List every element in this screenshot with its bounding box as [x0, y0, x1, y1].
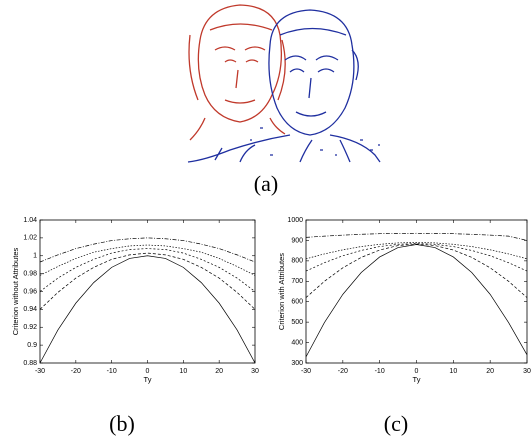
- x-tick-label: -20: [71, 368, 81, 375]
- blue-body: [187, 134, 381, 163]
- x-tick-label: 0: [415, 368, 419, 375]
- red-outline: [197, 4, 283, 123]
- series-line: [305, 232, 528, 241]
- red-edges: [188, 34, 286, 101]
- x-tick-label: -30: [301, 368, 311, 375]
- blue-face: [187, 9, 381, 163]
- x-tick-label: 0: [146, 368, 150, 375]
- x-tick-label: 20: [215, 368, 223, 375]
- x-tick-label: 30: [523, 368, 531, 375]
- x-tick-label: -10: [107, 368, 117, 375]
- series-line: [39, 248, 256, 292]
- y-tick-label: 0.96: [23, 288, 37, 295]
- x-axis-label: Ty: [413, 375, 421, 384]
- series-line: [305, 242, 528, 260]
- y-tick-label: 0.88: [23, 360, 37, 367]
- y-tick-label: 400: [291, 339, 303, 346]
- series-line: [305, 243, 528, 272]
- x-tick-label: 30: [251, 368, 259, 375]
- blue-specks: [250, 127, 380, 156]
- x-tick-label: 20: [486, 368, 494, 375]
- y-tick-label: 0.98: [23, 270, 37, 277]
- caption: (a): [254, 171, 278, 196]
- x-axis-label: Ty: [144, 375, 152, 384]
- x-tick-label: 10: [449, 368, 457, 375]
- plot-frame: [39, 219, 256, 364]
- y-tick-label: 700: [291, 278, 303, 285]
- y-axis-label: Criterion with Attributes: [277, 253, 286, 330]
- red-face: [188, 4, 286, 141]
- red-neck: [189, 117, 286, 141]
- plot-frame: [305, 219, 528, 364]
- x-tick-label: -30: [35, 368, 45, 375]
- y-tick-label: 1.02: [23, 235, 37, 242]
- blue-outline: [268, 9, 355, 136]
- y-tick-label: 1000: [287, 217, 303, 224]
- red-features: [209, 23, 273, 104]
- y-tick-label: 0.9: [27, 342, 37, 349]
- caption: (b): [109, 411, 135, 436]
- series-line: [39, 255, 256, 364]
- caption: (c): [384, 411, 408, 436]
- edge-image: [187, 4, 381, 163]
- x-tick-label: -10: [375, 368, 385, 375]
- series-line: [305, 243, 528, 298]
- x-tick-label: 10: [179, 368, 187, 375]
- y-tick-label: 300: [291, 360, 303, 367]
- blue-features: [279, 27, 359, 117]
- y-tick-label: 800: [291, 258, 303, 265]
- y-tick-label: 500: [291, 319, 303, 326]
- y-tick-label: 0.94: [23, 306, 37, 313]
- y-tick-label: 1.04: [23, 217, 37, 224]
- series-line: [39, 244, 256, 276]
- y-tick-label: 900: [291, 237, 303, 244]
- y-tick-label: 1: [33, 253, 37, 260]
- y-tick-label: 600: [291, 299, 303, 306]
- series-line: [39, 252, 256, 310]
- series-line: [305, 244, 528, 358]
- x-tick-label: -20: [338, 368, 348, 375]
- y-tick-label: 0.92: [23, 324, 37, 331]
- y-axis-label: Criterion without Attributes: [11, 247, 20, 335]
- series-line: [39, 237, 256, 263]
